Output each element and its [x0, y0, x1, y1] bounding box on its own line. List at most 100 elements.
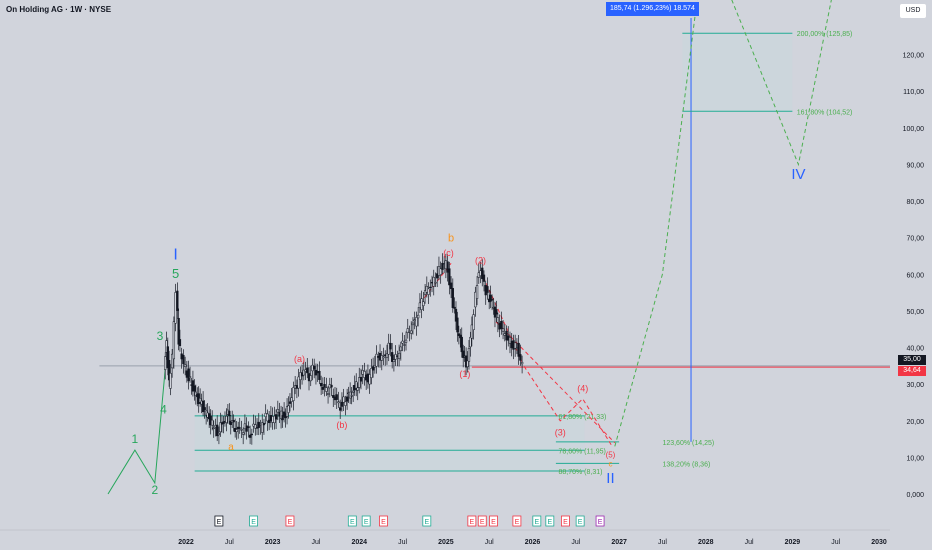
- time-axis-tick: Jul: [485, 539, 494, 546]
- candle-body: [306, 367, 309, 374]
- price-axis-tick: 60,00: [906, 272, 924, 279]
- time-axis-tick: 2028: [698, 539, 714, 546]
- candle-body: [486, 286, 489, 293]
- candle-body: [262, 423, 266, 426]
- wave-label: (2): [475, 255, 486, 265]
- candle-body: [261, 422, 264, 433]
- candle-body: [500, 320, 503, 329]
- earnings-marker: [532, 515, 542, 527]
- candle-body: [216, 424, 219, 437]
- candle-body: [496, 317, 500, 323]
- candle-body: [470, 324, 474, 339]
- candle-body: [345, 396, 349, 402]
- candle-body: [448, 268, 451, 286]
- candle-body: [318, 370, 321, 380]
- candle-body: [176, 290, 179, 311]
- earnings-marker-label: E: [470, 519, 475, 526]
- price-axis-tick: 0,000: [906, 492, 924, 499]
- wave-label: 1: [132, 432, 139, 446]
- earnings-marker-label: E: [424, 519, 429, 526]
- wave-label: IV: [791, 166, 805, 183]
- candle-body: [446, 261, 449, 273]
- price-axis-tick: 90,00: [906, 162, 924, 169]
- candle-body: [183, 364, 187, 367]
- candle-body: [382, 356, 385, 359]
- candle-body: [164, 356, 167, 370]
- candle-body: [266, 413, 269, 422]
- candle-body: [385, 353, 389, 358]
- fib-level-label: 61,80% (21,33): [558, 414, 606, 421]
- candle-body: [508, 337, 512, 344]
- candle-body: [350, 395, 353, 397]
- earnings-marker: [467, 515, 477, 527]
- candle-body: [403, 344, 406, 346]
- candle-body: [451, 288, 454, 308]
- candle-body: [481, 267, 484, 280]
- earnings-marker-label: E: [491, 519, 496, 526]
- price-axis-tick: 120,00: [903, 53, 925, 60]
- earnings-marker: [477, 515, 487, 527]
- candle-body: [368, 374, 371, 385]
- candle-body: [170, 353, 174, 369]
- time-axis-tick: 2024: [351, 539, 367, 546]
- wave-label: 5: [172, 266, 179, 281]
- candle-body: [302, 369, 305, 376]
- candle-body: [391, 352, 394, 362]
- earnings-marker-label: E: [364, 519, 369, 526]
- candle-body: [356, 387, 359, 391]
- earnings-marker-label: E: [381, 519, 386, 526]
- fib-level-label: 161,80% (104,52): [797, 109, 853, 116]
- measure-label: 185,74 (1.296,23%) 18.574: [606, 2, 699, 16]
- candle-body: [232, 420, 235, 423]
- candle-body: [462, 350, 465, 358]
- candle-body: [495, 309, 498, 315]
- candle-body: [229, 420, 232, 426]
- candle-body: [342, 396, 345, 403]
- candle-body: [482, 274, 486, 282]
- candle-body: [228, 410, 231, 417]
- candle-body: [240, 429, 243, 431]
- time-axis-tick: 2027: [611, 539, 627, 546]
- candle-body: [268, 419, 271, 424]
- earnings-marker: [361, 515, 371, 527]
- candle-body: [344, 401, 347, 406]
- earnings-marker-label: E: [480, 519, 485, 526]
- candle-body: [169, 372, 172, 389]
- chart-title: On Holding AG · 1W · NYSE: [6, 5, 112, 14]
- wave-label: a: [228, 442, 234, 453]
- candle-body: [217, 433, 221, 436]
- price-axis-tick: 100,00: [903, 126, 925, 133]
- candle-body: [411, 322, 415, 326]
- candle-body: [177, 317, 180, 345]
- price-axis-tick: 40,00: [906, 346, 924, 353]
- wave-label: b: [448, 232, 454, 244]
- candle-body: [520, 361, 524, 365]
- price-axis-tick: 110,00: [903, 89, 924, 96]
- wave-projection-line: [495, 321, 616, 444]
- candle-body: [276, 409, 279, 413]
- candle-body: [166, 346, 169, 369]
- earnings-marker-label: E: [563, 519, 568, 526]
- candle-body: [489, 294, 492, 302]
- candle-body: [422, 301, 425, 306]
- candle-body: [319, 382, 323, 387]
- candle-body: [339, 407, 342, 411]
- candle-body: [198, 398, 202, 403]
- candle-body: [188, 376, 192, 378]
- candle-body: [247, 426, 250, 428]
- currency-button[interactable]: USD: [900, 4, 926, 18]
- earnings-marker: [561, 515, 570, 527]
- candle-body: [340, 401, 344, 407]
- candle-body: [201, 400, 205, 413]
- fib-level-label: 88,70% (8,31): [558, 469, 602, 476]
- earnings-marker: [595, 515, 605, 527]
- wave-label: c: [608, 460, 612, 469]
- candle-body: [501, 328, 505, 332]
- wave-label: (4): [577, 383, 588, 393]
- candle-body: [182, 354, 185, 365]
- candle-body: [238, 427, 241, 429]
- candle-body: [429, 286, 432, 289]
- time-axis-tick: Jul: [311, 539, 320, 546]
- wave-label: I: [173, 247, 177, 264]
